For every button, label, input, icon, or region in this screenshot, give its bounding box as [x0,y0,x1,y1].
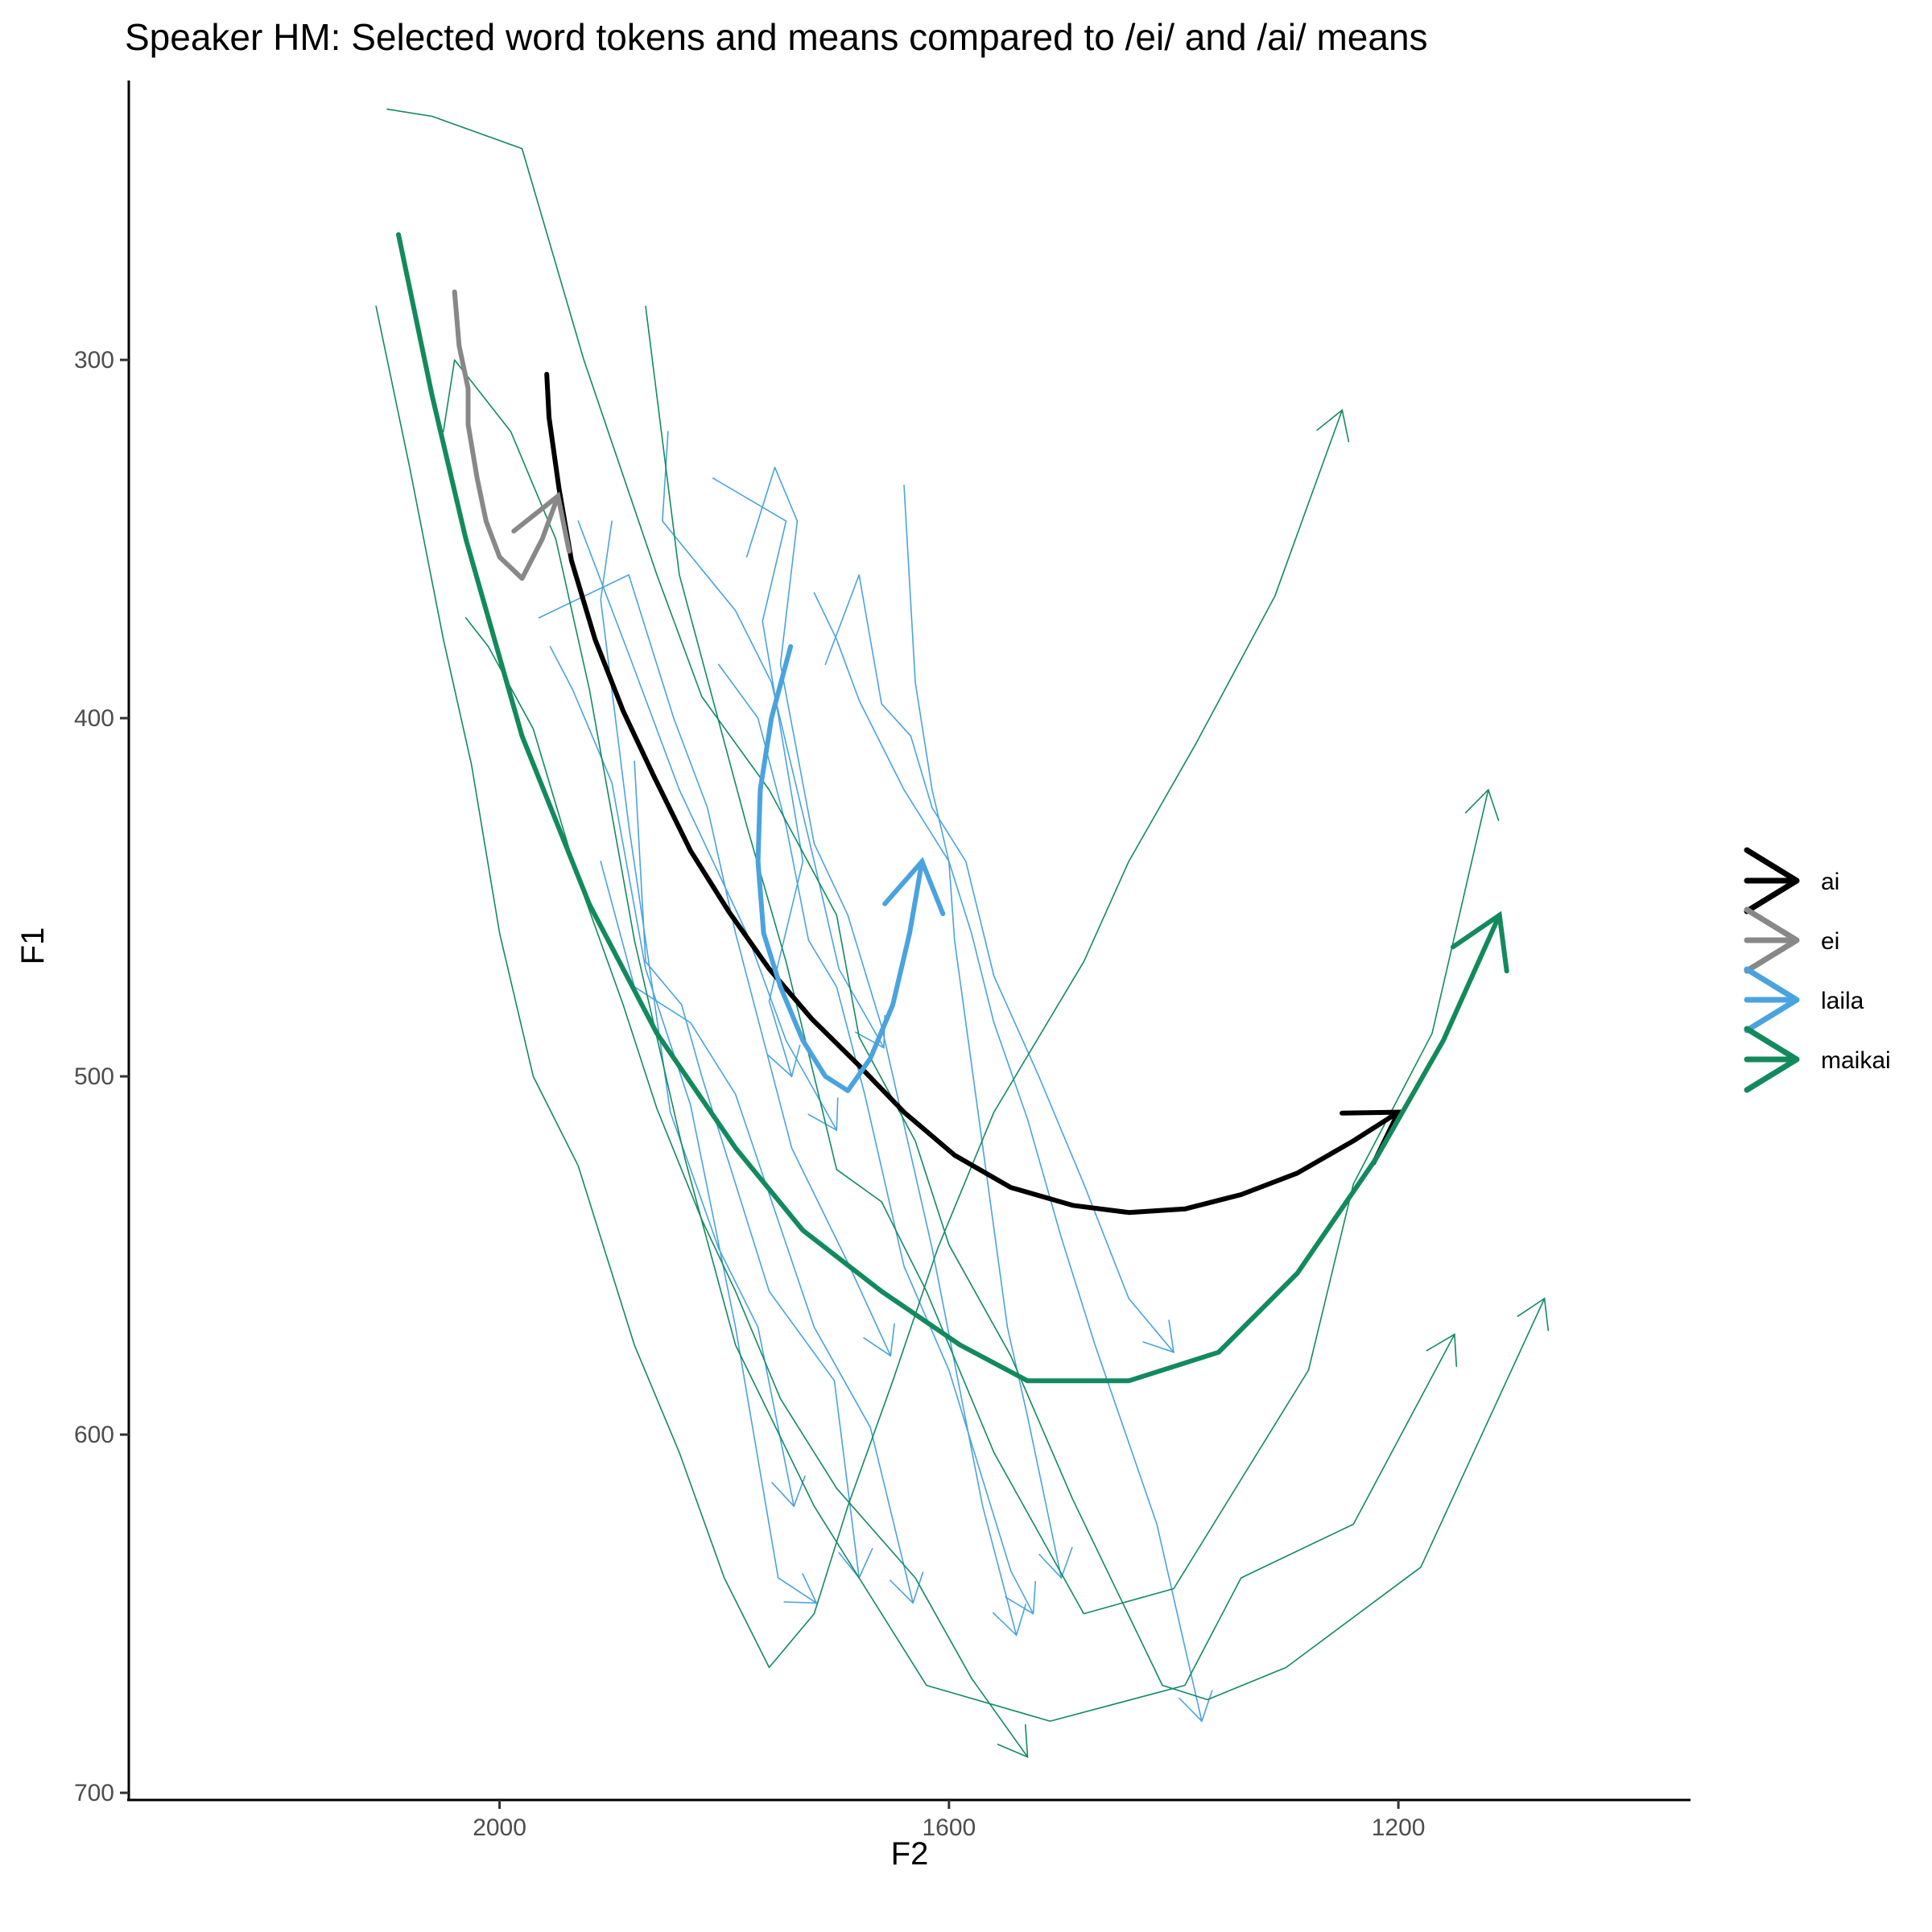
laila-token-line-13-arrowhead [1142,1319,1174,1353]
laila-token-line-9 [903,485,1063,1579]
laila-token-line-12-arrowhead [1179,1690,1213,1723]
token-layer [375,108,1550,1758]
laila-token-line-3 [662,431,885,1049]
ei-mean-line-arrowhead [511,491,572,554]
chart-title: Speaker HM: Selected word tokens and mea… [125,16,1428,58]
laila-token-line-7-arrowhead [890,1571,924,1604]
laila-token-line-9-arrowhead [1038,1546,1073,1579]
y-tick-label-700: 700 [74,1780,114,1806]
maikai-mean-line-arrowhead [1450,910,1509,974]
laila-token-line-2 [577,520,838,1131]
legend-label-ei: ei [1821,928,1839,955]
legend-key-ei [1744,906,1800,974]
ai-mean-line [544,371,1402,1216]
legend-key-ai [1744,847,1800,914]
laila-mean-line [755,644,925,1093]
laila-token-line-11 [717,663,1034,1615]
plot-area [375,108,1550,1758]
legend-label-laila: laila [1821,988,1864,1014]
x-tick-label-2000: 2000 [473,1814,526,1841]
legend: ai ei laila maikai [1744,847,1891,1093]
legend-label-maikai: maikai [1821,1047,1891,1074]
maikai-token-line-1-arrowhead [1517,1297,1550,1331]
laila-token-line-5-arrowhead [771,1475,806,1508]
y-tick-label-600: 600 [74,1422,114,1448]
laila-token-line-4 [538,574,892,1356]
laila-token-line-8 [549,646,817,1604]
maikai-token-line-5 [464,617,1029,1758]
x-axis-title: F2 [891,1836,929,1872]
legend-key-laila [1744,966,1800,1034]
y-tick-label-300: 300 [74,347,114,374]
mean-layer [396,232,1509,1384]
y-axis-title: F1 [15,927,51,965]
laila-token-line-13 [824,574,1174,1353]
maikai-token-line-4 [375,305,1344,1669]
y-ticks: 300 400 500 600 700 [74,347,129,1806]
laila-token-line-6 [634,760,860,1579]
laila-token-line-8-arrowhead [783,1573,818,1604]
laila-token-line-10 [745,466,1018,1637]
laila-token-line-5 [600,520,795,1507]
laila-token-line-10-arrowhead [992,1604,1026,1637]
maikai-token-line-2 [443,359,1455,1722]
laila-token-line-11-arrowhead [1005,1580,1037,1615]
laila-token-line-1 [712,477,804,1077]
laila-token-line-2-arrowhead [807,1097,839,1132]
y-tick-label-500: 500 [74,1063,114,1090]
ei-mean-line [452,289,561,581]
laila-token-line-4-arrowhead [863,1323,895,1357]
x-ticks: 2000 1600 1200 [473,1800,1425,1841]
laila-mean-line-arrowhead [882,857,946,917]
maikai-token-line-3 [645,305,1489,1615]
legend-label-ai: ai [1821,869,1839,895]
maikai-token-line-2-arrowhead [1426,1333,1458,1368]
y-tick-label-400: 400 [74,705,114,732]
laila-token-line-1-arrowhead [766,1044,801,1078]
maikai-token-line-1 [386,108,1546,1701]
maikai-mean-line [396,232,1502,1384]
legend-key-maikai [1744,1026,1800,1093]
maikai-token-line-5-arrowhead [997,1724,1029,1758]
x-tick-label-1200: 1200 [1372,1814,1426,1841]
laila-token-line-12 [813,592,1203,1722]
maikai-token-line-4-arrowhead [1316,408,1350,443]
laila-token-line-7 [600,861,914,1604]
x-tick-label-1600: 1600 [922,1814,976,1841]
maikai-token-line-3-arrowhead [1464,788,1500,821]
